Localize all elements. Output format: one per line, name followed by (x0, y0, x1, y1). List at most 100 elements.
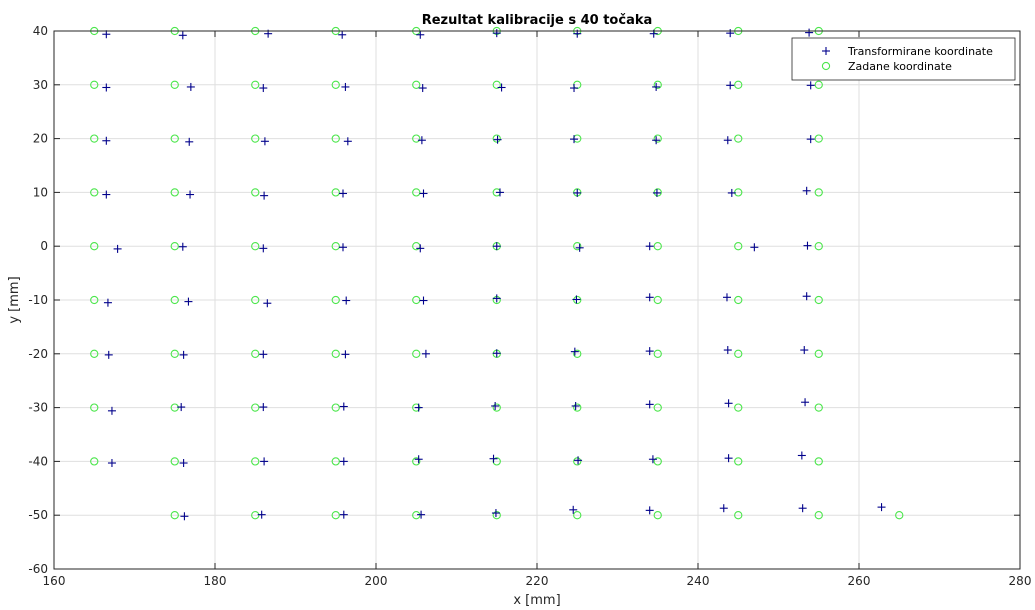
given-point (170, 242, 179, 251)
given-point (734, 457, 743, 466)
transformed-point (259, 350, 268, 359)
given-point (331, 80, 340, 89)
given-point (814, 242, 823, 251)
legend-circle-symbol (821, 61, 831, 71)
tick-marks (53, 30, 1021, 570)
given-point (492, 511, 501, 520)
transformed-point (798, 504, 807, 513)
given-point (251, 457, 260, 466)
transformed-point (719, 504, 728, 513)
legend-entry-given: Zadane koordinate (821, 60, 952, 73)
transformed-point (184, 297, 193, 306)
given-point (90, 188, 99, 197)
given-point (573, 349, 582, 358)
y-tick-label: -10 (28, 293, 48, 307)
y-tick-label: 30 (33, 78, 48, 92)
transformed-point (419, 296, 428, 305)
transformed-point (102, 30, 111, 39)
given-point (734, 403, 743, 412)
given-point (251, 403, 260, 412)
transformed-point (571, 401, 580, 410)
given-point (412, 134, 421, 143)
series-transformed-coordinates (102, 28, 886, 521)
transformed-point (178, 31, 187, 40)
transformed-point (801, 398, 810, 407)
transformed-point (806, 135, 815, 144)
transformed-point (727, 188, 736, 197)
transformed-point (723, 136, 732, 145)
transformed-point (750, 243, 759, 252)
y-tick-label: -60 (28, 562, 48, 576)
transformed-point (416, 244, 425, 253)
given-point (251, 295, 260, 305)
x-tick-label: 160 (43, 574, 66, 588)
transformed-point (260, 457, 269, 466)
given-point (170, 511, 179, 520)
given-point (90, 349, 99, 358)
legend-label-transformed: Transformirane koordinate (847, 45, 993, 58)
transformed-point (260, 191, 269, 200)
transformed-point (805, 28, 814, 37)
transformed-point (570, 135, 579, 144)
y-tick-label: 40 (33, 24, 48, 38)
transformed-point (102, 136, 111, 145)
given-point (814, 349, 823, 358)
given-point (412, 80, 421, 89)
transformed-point (645, 506, 654, 515)
given-point (170, 457, 179, 466)
given-point (814, 80, 823, 89)
transformed-point (492, 29, 501, 38)
transformed-point (107, 459, 116, 468)
y-axis-label: y [mm] (7, 276, 22, 323)
y-tick-label: 20 (33, 132, 48, 146)
transformed-point (259, 403, 268, 412)
transformed-point (575, 243, 584, 252)
transformed-point (102, 190, 111, 199)
transformed-point (339, 402, 348, 411)
transformed-point (414, 403, 423, 412)
transformed-point (645, 400, 654, 409)
transformed-point (342, 296, 351, 305)
legend-box (791, 37, 1016, 81)
transformed-point (652, 136, 661, 145)
transformed-point (177, 403, 186, 412)
transformed-point (493, 135, 502, 144)
given-point (492, 80, 501, 89)
x-tick-label: 240 (687, 574, 710, 588)
given-point (90, 134, 99, 143)
given-point (653, 403, 662, 412)
given-point (170, 295, 179, 305)
given-point (251, 188, 260, 197)
transformed-point (339, 510, 348, 519)
transformed-point (416, 30, 425, 39)
transformed-point (419, 189, 428, 198)
transformed-point (497, 83, 506, 92)
transformed-point (263, 299, 272, 308)
transformed-point (652, 188, 661, 197)
transformed-point (569, 505, 578, 514)
x-tick-label: 180 (204, 574, 227, 588)
transformed-point (259, 244, 268, 253)
transformed-point (341, 350, 350, 359)
x-tick-label: 220 (526, 574, 549, 588)
given-point (331, 242, 340, 251)
given-point (170, 80, 179, 89)
transformed-point (492, 294, 501, 303)
given-point (734, 349, 743, 358)
given-point (251, 242, 260, 251)
given-point (90, 242, 99, 251)
given-point (251, 349, 260, 358)
transformed-point (722, 293, 731, 302)
transformed-point (726, 29, 735, 38)
chart-title: Rezultat kalibracije s 40 točaka (422, 13, 653, 28)
transformed-point (418, 84, 427, 93)
x-tick-label: 280 (1009, 574, 1032, 588)
transformed-point (489, 454, 498, 463)
given-point (814, 457, 823, 466)
transformed-point (179, 459, 188, 468)
transformed-point (803, 241, 812, 250)
transformed-point (574, 456, 583, 465)
y-tick-label: 10 (33, 185, 48, 199)
transformed-point (186, 82, 195, 91)
